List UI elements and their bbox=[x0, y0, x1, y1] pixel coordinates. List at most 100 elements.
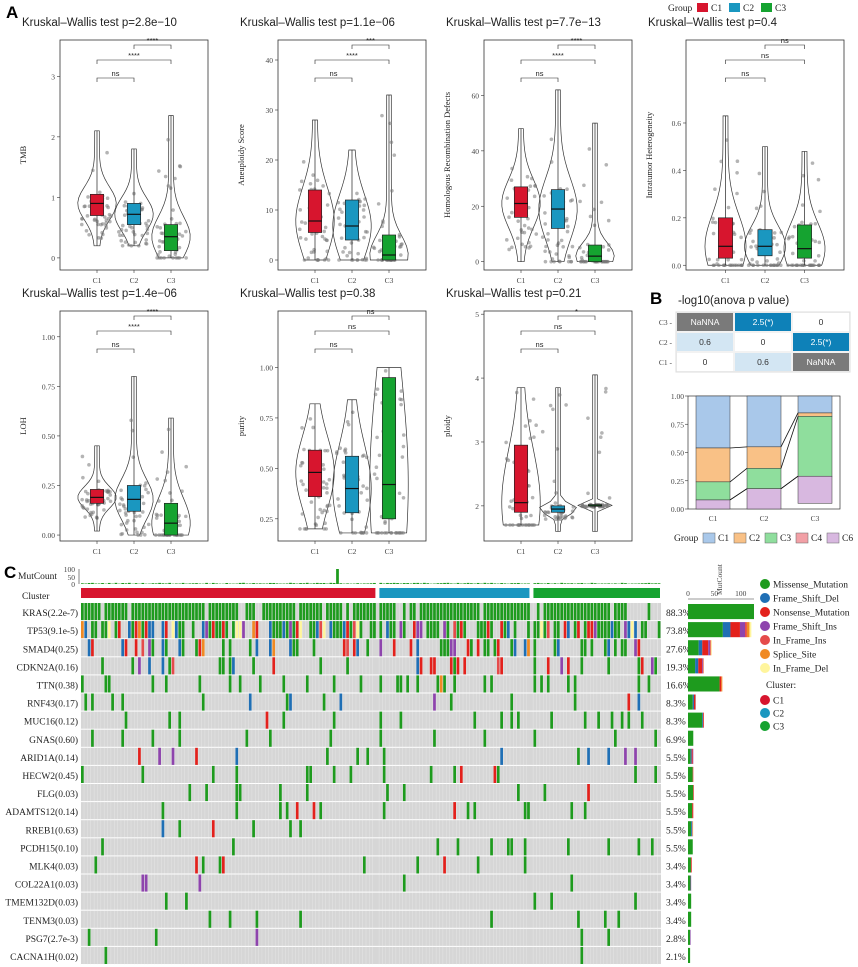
mutation-cell bbox=[235, 802, 239, 820]
stacked-segment-C2 bbox=[746, 446, 782, 469]
data-point bbox=[338, 446, 343, 450]
mutation-cell bbox=[523, 603, 527, 621]
mutation-cell bbox=[429, 657, 433, 675]
data-point bbox=[299, 179, 304, 184]
gene-label: RNF43(0.17) bbox=[27, 699, 78, 710]
mutation-cell bbox=[546, 675, 550, 693]
mutation-cell bbox=[580, 603, 584, 621]
gene-percent: 3.4% bbox=[666, 899, 686, 909]
mutcount-bar bbox=[362, 583, 366, 584]
variant-legend-marker bbox=[760, 593, 770, 603]
data-point bbox=[791, 263, 795, 268]
data-point bbox=[345, 253, 349, 258]
mutation-cell bbox=[235, 621, 239, 639]
y-tick-label: 0.0 bbox=[672, 261, 682, 270]
data-point bbox=[549, 137, 554, 142]
mutcount-bar bbox=[620, 582, 624, 584]
mutcount-bar bbox=[510, 583, 514, 584]
mutation-cell bbox=[536, 603, 540, 621]
mutation-cell bbox=[597, 621, 600, 639]
mutation-cell bbox=[272, 639, 276, 657]
data-point bbox=[363, 197, 367, 201]
mutation-cell bbox=[228, 675, 232, 693]
mutcount-bar bbox=[614, 583, 617, 584]
mutation-cell bbox=[436, 675, 440, 693]
data-point bbox=[504, 523, 508, 527]
mutcount-bar bbox=[409, 583, 413, 584]
mutation-cell bbox=[540, 675, 543, 693]
mutation-cell bbox=[87, 639, 91, 657]
side-bar-segment bbox=[692, 803, 694, 819]
violin-C1 bbox=[704, 115, 747, 266]
mutation-cell bbox=[164, 639, 168, 657]
data-point bbox=[313, 522, 318, 526]
mutation-cell bbox=[215, 621, 219, 639]
violin-C3 bbox=[369, 367, 409, 534]
stacked-legend-label-C3: C3 bbox=[780, 534, 791, 544]
gene-row-background bbox=[81, 820, 661, 838]
data-point bbox=[120, 243, 125, 248]
data-point bbox=[509, 178, 514, 183]
mutation-cell bbox=[546, 603, 550, 621]
mutcount-bar bbox=[399, 583, 403, 584]
mutation-cell bbox=[211, 765, 215, 783]
mutation-cell bbox=[148, 639, 151, 657]
data-point bbox=[311, 425, 315, 430]
mutation-cell bbox=[279, 784, 282, 802]
mutation-cell bbox=[610, 621, 614, 639]
mutation-cell bbox=[483, 639, 487, 657]
variant-legend-marker bbox=[760, 635, 770, 645]
stacked-legend-swatch-C2 bbox=[733, 532, 747, 544]
mutation-cell bbox=[178, 603, 182, 621]
mutation-cell bbox=[228, 910, 232, 928]
side-bar-segment bbox=[692, 766, 694, 782]
mutation-cell bbox=[171, 747, 175, 765]
gene-row-background bbox=[81, 693, 661, 711]
mutation-cell bbox=[245, 729, 249, 747]
data-point bbox=[99, 236, 104, 240]
gene-row-background bbox=[81, 874, 661, 892]
mutcount-bar bbox=[570, 583, 574, 584]
data-point bbox=[552, 259, 556, 264]
mutation-cell bbox=[614, 603, 617, 621]
mutation-cell bbox=[329, 729, 333, 747]
mutation-cell bbox=[614, 729, 617, 747]
gene-percent: 3.4% bbox=[666, 863, 686, 873]
comparison-bracket bbox=[314, 330, 390, 335]
mutation-cell bbox=[607, 747, 611, 765]
data-point bbox=[546, 231, 550, 236]
mutation-cell bbox=[272, 657, 276, 675]
mutation-cell bbox=[476, 856, 480, 874]
stacked-legend-label-C1: C1 bbox=[718, 534, 729, 544]
mutcount-bar bbox=[463, 583, 467, 584]
data-point bbox=[180, 533, 184, 537]
data-point bbox=[543, 222, 548, 226]
mutation-cell bbox=[570, 603, 574, 621]
mutation-cell bbox=[587, 784, 590, 802]
data-point bbox=[726, 205, 731, 210]
data-point bbox=[80, 504, 85, 508]
mutcount-bar bbox=[134, 583, 138, 584]
mutation-cell bbox=[379, 729, 383, 747]
data-point bbox=[145, 227, 150, 232]
mutation-cell bbox=[151, 729, 155, 747]
data-point bbox=[772, 231, 777, 235]
data-point bbox=[775, 242, 779, 247]
mutation-cell bbox=[279, 802, 282, 820]
violin-panel: Kruskal–Wallis test p=0.38purity0.250.50… bbox=[236, 288, 427, 556]
y-tick-label: 30 bbox=[266, 106, 274, 115]
mutation-cell bbox=[148, 657, 151, 675]
alluvial-line bbox=[729, 468, 748, 483]
data-point bbox=[325, 491, 329, 495]
mutation-cell bbox=[503, 603, 507, 621]
mutation-cell bbox=[299, 820, 302, 838]
gene-row-background bbox=[81, 729, 661, 747]
data-point bbox=[118, 502, 122, 506]
mutation-cell bbox=[238, 621, 242, 639]
mutation-cell bbox=[402, 603, 406, 621]
stacked-segment-C3 bbox=[695, 481, 731, 501]
mutation-cell bbox=[510, 711, 514, 729]
mutation-cell bbox=[124, 711, 128, 729]
data-point bbox=[341, 460, 346, 465]
